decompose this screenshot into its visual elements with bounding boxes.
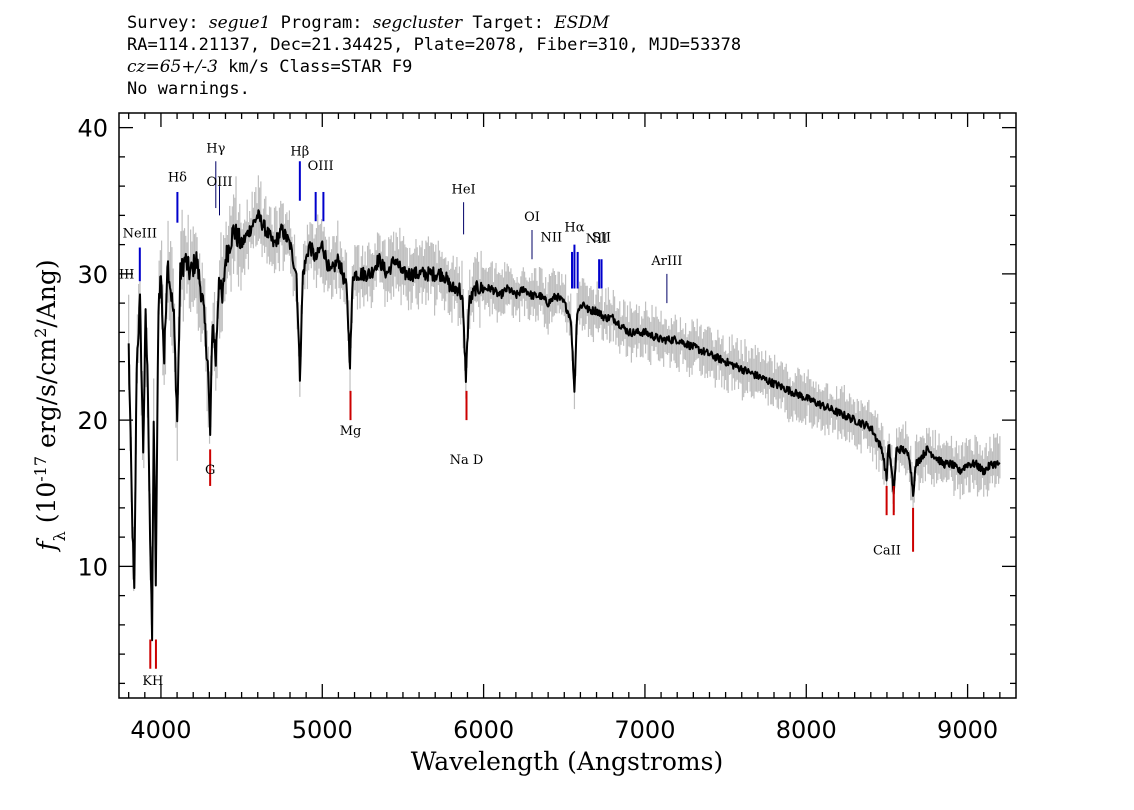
class-text: km/s Class=STAR F9 xyxy=(217,57,413,77)
survey-label: Survey: xyxy=(127,13,209,33)
line-marker-label: Na D xyxy=(450,453,484,468)
x-tick-label: 4000 xyxy=(130,716,191,744)
x-axis-title: Wavelength (Angstroms) xyxy=(411,747,723,776)
error-band xyxy=(128,175,1001,625)
y-tick-label: 10 xyxy=(77,553,108,581)
header-line-2: RA=114.21137, Dec=21.34425, Plate=2078, … xyxy=(127,35,742,55)
header-line-3: cz=65+/-3 km/s Class=STAR F9 xyxy=(127,56,741,78)
x-tick-label: 6000 xyxy=(453,716,514,744)
line-marker-label: Hδ xyxy=(168,171,187,186)
line-marker-label: Hβ xyxy=(290,144,309,159)
line-marker-label: OIII xyxy=(308,159,334,174)
y-tick-label: 40 xyxy=(77,115,108,143)
line-marker-label: NII xyxy=(586,232,608,247)
line-marker-label: G xyxy=(205,463,215,478)
line-marker-label: Mg xyxy=(340,424,362,439)
program-label: Program: xyxy=(270,13,373,33)
line-marker-label: NII xyxy=(541,231,563,246)
line-marker-label: III xyxy=(119,267,134,282)
line-marker-label: SII xyxy=(592,231,611,246)
line-marker-label: Hα xyxy=(564,220,584,235)
line-marker-label: OIII xyxy=(206,175,232,190)
x-tick-label: 9000 xyxy=(937,716,998,744)
line-marker-label: CaII xyxy=(873,544,901,559)
line-marker-labels: NeIIIHδHγOIIIHβOIIIHeIOINIIHαNIISIIArIII… xyxy=(119,141,901,688)
line-marker-label: KH xyxy=(142,674,163,689)
x-tick-label: 7000 xyxy=(614,716,675,744)
y-tick-label: 30 xyxy=(77,261,108,289)
flux-line xyxy=(127,209,1001,642)
plot-frame xyxy=(118,112,1017,699)
flux-series xyxy=(127,209,1001,642)
target-value: ESDM xyxy=(554,13,610,33)
survey-value: segue1 xyxy=(208,13,271,33)
x-tick-label: 8000 xyxy=(776,716,837,744)
line-markers xyxy=(138,161,915,669)
line-marker-label: ArIII xyxy=(650,254,682,269)
line-marker-label: NeIII xyxy=(123,226,157,241)
header-line-4: No warnings. xyxy=(127,79,250,99)
cz-value: cz=65+/-3 xyxy=(127,57,218,77)
line-marker-label: Hγ xyxy=(206,141,225,156)
y-tick-label: 20 xyxy=(77,407,108,435)
target-label: Target: xyxy=(462,13,555,33)
spectrum-header: Survey: segue1 Program: segcluster Targe… xyxy=(127,12,741,100)
axis-ticks: 4000 5000 6000 7000 8000 9000 10 20 30 40 xyxy=(77,113,1016,744)
y-axis-title: fλ (10-17 erg/s/cm2/Ang) xyxy=(31,259,69,552)
header-line-1: Survey: segue1 Program: segcluster Targe… xyxy=(127,12,741,34)
line-marker-label: HeI xyxy=(452,182,476,197)
line-marker-label: OI xyxy=(524,210,540,225)
x-tick-label: 5000 xyxy=(292,716,353,744)
program-value: segcluster xyxy=(372,13,463,33)
